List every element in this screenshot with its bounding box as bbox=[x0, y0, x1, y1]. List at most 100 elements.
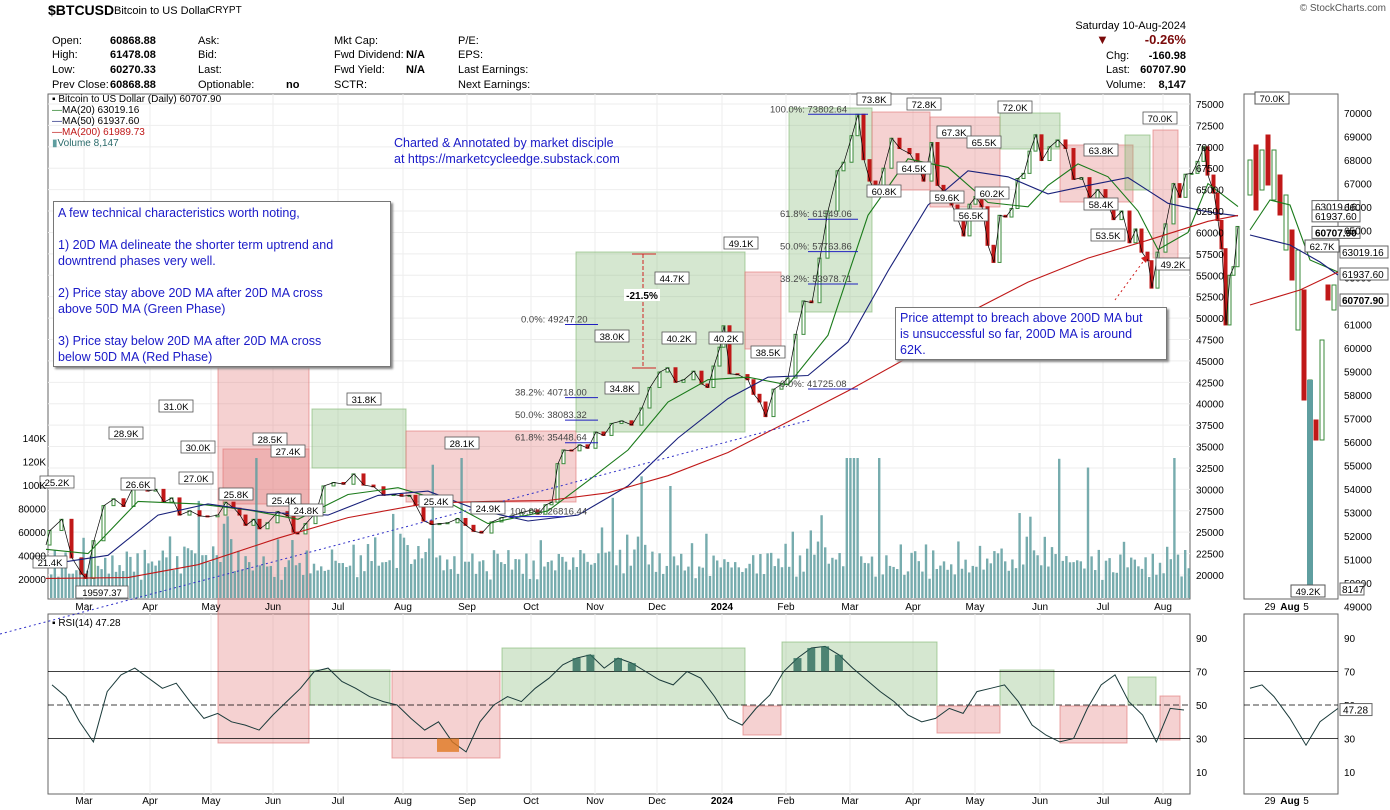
rsi-x-tick-label: Oct bbox=[523, 796, 539, 807]
price-label-box bbox=[470, 501, 506, 515]
volume-bar bbox=[176, 556, 179, 598]
bid-label: Bid: bbox=[198, 49, 217, 61]
volume-bar bbox=[759, 554, 762, 598]
credit-line-1: Charted & Annotated by market disciple bbox=[394, 136, 614, 150]
fib-label-61-8-35448-64: 61.8%: 35448.64 bbox=[515, 433, 587, 444]
volume-bar bbox=[658, 553, 661, 598]
volume-bar bbox=[435, 557, 438, 598]
rsi-red-zone bbox=[1059, 705, 1128, 744]
volume-bar bbox=[521, 573, 524, 598]
price-label-49-2k: 49.2K bbox=[1161, 260, 1186, 271]
price-candle bbox=[303, 523, 308, 535]
volume-bar bbox=[1022, 564, 1025, 598]
note-line: is unsuccessful so far, 200D MA is aroun… bbox=[900, 327, 1133, 341]
prev-close-value: 60868.88 bbox=[110, 79, 156, 91]
volume-bar bbox=[222, 523, 226, 598]
x-tick-label: May bbox=[202, 602, 221, 613]
volume-bar bbox=[734, 562, 737, 598]
volume-bar bbox=[399, 533, 402, 598]
volume-bar bbox=[590, 564, 593, 598]
volume-bar bbox=[881, 574, 884, 598]
note-line: downtrend phases very well. bbox=[58, 254, 216, 268]
price-label-box bbox=[966, 135, 1002, 149]
price-candle bbox=[727, 325, 732, 375]
volume-bar bbox=[615, 565, 618, 598]
inset-rsi-tag-box bbox=[1339, 703, 1373, 717]
inset-rsi-line bbox=[1249, 684, 1339, 747]
fwd-dividend-label: Fwd Dividend: bbox=[334, 49, 404, 61]
x-tick-label: Jun bbox=[1032, 602, 1048, 613]
volume-bar bbox=[413, 559, 416, 598]
measure-label: -21.5% bbox=[626, 291, 658, 302]
y-tick-label: 50000 bbox=[1196, 314, 1224, 325]
rsi-x-tick-label: May bbox=[202, 796, 221, 807]
volume-bar bbox=[1054, 554, 1057, 598]
note-line bbox=[58, 317, 386, 333]
price-candle bbox=[1183, 173, 1188, 198]
volume-bar bbox=[208, 561, 211, 598]
price-label-box bbox=[906, 97, 942, 111]
volume-bar bbox=[690, 543, 694, 598]
note-line: 2) Price stay above 20D MA after 20D MA … bbox=[58, 286, 323, 300]
price-and-ma-lines bbox=[0, 113, 1240, 635]
volume-bar bbox=[575, 567, 578, 598]
volume-bar bbox=[708, 575, 712, 598]
inset-y-tick: 54000 bbox=[1344, 485, 1372, 496]
volume-bar bbox=[86, 570, 89, 598]
price-candle bbox=[275, 511, 280, 524]
volume-bar bbox=[1137, 566, 1140, 598]
volume-bar bbox=[539, 540, 542, 598]
rsi-x-tick-label: Dec bbox=[648, 796, 666, 807]
volume-bar bbox=[845, 458, 848, 598]
price-candle bbox=[1021, 172, 1026, 180]
volume-bar bbox=[363, 571, 366, 598]
price-label-box bbox=[180, 440, 216, 454]
volume-bar bbox=[788, 566, 791, 598]
price-label-box bbox=[594, 329, 630, 343]
price-label-28-9k: 28.9K bbox=[114, 429, 139, 440]
price-label-49-1k: 49.1K bbox=[729, 239, 754, 250]
y-tick-label: 55000 bbox=[1196, 271, 1224, 282]
volume-bar bbox=[348, 565, 352, 598]
volume-bar bbox=[50, 574, 53, 598]
volume-bar bbox=[989, 563, 992, 598]
volume-bar bbox=[1097, 549, 1100, 598]
volume-bar bbox=[1029, 516, 1032, 598]
volume-bar bbox=[1187, 568, 1190, 598]
fib-label-61-8-61549-06: 61.8%: 61549.06 bbox=[780, 209, 852, 220]
volume-bar bbox=[766, 553, 769, 598]
price-label-38-0k: 38.0K bbox=[600, 332, 625, 343]
note-line: 62K. bbox=[900, 343, 926, 357]
price-label-24-9k: 24.9K bbox=[476, 504, 501, 515]
volume-bar bbox=[1014, 568, 1018, 598]
red-phase-zone bbox=[405, 430, 577, 503]
price-candle bbox=[793, 333, 798, 379]
volume-bar bbox=[96, 565, 100, 598]
ma20-line bbox=[45, 158, 1239, 555]
price-candle bbox=[1039, 134, 1044, 162]
volume-bar bbox=[352, 544, 355, 598]
volume-bar bbox=[1140, 568, 1144, 598]
volume-bar bbox=[852, 458, 856, 598]
inset-y-tick: 65000 bbox=[1344, 227, 1372, 238]
price-candle bbox=[825, 210, 830, 259]
y-tick-label: 72500 bbox=[1196, 121, 1224, 132]
symbol: $BTCUSD bbox=[48, 2, 115, 18]
legend-ma20-swatch: — bbox=[52, 105, 62, 116]
y-tick-label: 20000 bbox=[1196, 571, 1224, 582]
volume-bar bbox=[374, 537, 377, 598]
legend-price: ▪ Bitcoin to US Dollar (Daily) 60707.90 bbox=[52, 94, 221, 105]
volume-bar bbox=[762, 574, 766, 598]
volume-bar bbox=[60, 561, 64, 598]
price-label-38-5k: 38.5K bbox=[756, 348, 781, 359]
volume-bar bbox=[982, 569, 985, 598]
rsi-x-tick-label: Nov bbox=[586, 796, 604, 807]
price-candle bbox=[985, 206, 990, 246]
volume-bar bbox=[89, 555, 92, 598]
volume-bar bbox=[1180, 576, 1183, 598]
instrument-type: CRYPT bbox=[208, 5, 242, 16]
x-tick-label: Mar bbox=[75, 602, 93, 613]
price-candle bbox=[1211, 174, 1216, 194]
price-candle bbox=[79, 557, 84, 575]
legend-price-swatch: ▪ bbox=[52, 94, 56, 105]
